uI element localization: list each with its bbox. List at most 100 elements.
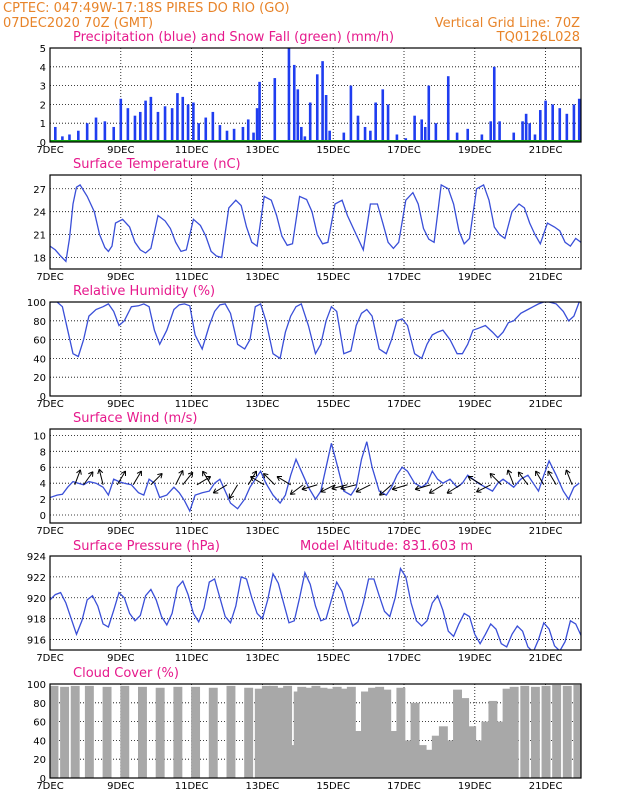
cloud-cover-bar: [226, 685, 236, 778]
cloud-xtick-label: 11DEC: [175, 781, 209, 792]
cloud-cover-bar: [445, 740, 455, 778]
cloud-cover-bar: [509, 686, 519, 778]
precip-xtick-label: 13DEC: [246, 145, 280, 156]
wind-arrow-head: [262, 472, 269, 479]
cloud-cover-bar: [353, 731, 363, 778]
precip-bar: [324, 95, 328, 142]
wind-arrow-head: [428, 488, 435, 494]
cloud-cover-bar: [304, 687, 314, 778]
wind-arrow-head: [301, 485, 307, 492]
cloud-cover-bar: [481, 721, 491, 778]
precip-bar: [342, 132, 346, 142]
precip-xtick-label: 15DEC: [316, 145, 350, 156]
wind-arrow: [340, 484, 357, 490]
precip-xtick-label: 11DEC: [175, 145, 209, 156]
wind-arrow-head: [446, 488, 453, 494]
temp-series-line: [50, 183, 581, 263]
cloud-cover-bar: [520, 685, 530, 778]
cloud-cover-bar: [120, 685, 130, 778]
wind-marks: [50, 441, 580, 513]
wind-arrow-head: [289, 489, 296, 495]
precip-bar: [218, 125, 222, 142]
precip-bar: [466, 128, 470, 142]
pres-xtick-label: 21DEC: [529, 653, 563, 664]
wind-arrow-head: [251, 470, 257, 477]
rh-xtick-label: 17DEC: [387, 399, 421, 410]
wind-arrow-head: [88, 471, 94, 477]
precip-bar: [273, 78, 277, 142]
precip-panel: 0 1 2 3 4 5 7DEC 9DEC 11DEC 13DEC 15DEC 17DEC 19DEC 2…: [36, 44, 582, 156]
precip-bar: [303, 136, 307, 142]
wind-arrow: [301, 484, 318, 490]
wind-arrow: [415, 484, 431, 490]
precip-bar: [315, 74, 319, 142]
precip-bar: [558, 108, 562, 142]
cloud-cover-bar: [410, 702, 420, 778]
wind-arrow-head: [564, 469, 571, 475]
cloud-cover-bar: [382, 689, 392, 778]
cloud-ytick-label: 0: [40, 774, 46, 785]
precip-bar: [480, 134, 484, 142]
wind-arrow-head: [178, 470, 184, 476]
precip-bar: [551, 104, 554, 142]
precip-bar: [241, 126, 245, 142]
temp-panel: 18 21 24 27 7DEC 9DEC 11DEC 13DEC 15DEC 17DEC 19DE…: [33, 174, 582, 283]
precip-bar: [363, 126, 367, 142]
cloud-cover-bar: [375, 686, 385, 778]
pres-frame: [49, 555, 582, 651]
rh-ytick-label: 80: [33, 317, 46, 328]
wind-arrow-head: [212, 488, 219, 494]
precip-frame: [49, 47, 582, 143]
cloud-ytick-label: 100: [27, 680, 46, 691]
cloud-cover-bar: [84, 685, 94, 778]
precip-ytick-label: 1: [40, 119, 46, 130]
cloud-cover-bar: [325, 688, 335, 778]
wind-arrow-head: [187, 471, 194, 478]
wind-arrow: [535, 470, 545, 486]
cloud-cover-bar: [297, 686, 307, 778]
cloud-xtick-label: 13DEC: [246, 781, 280, 792]
cloud-cover-bar: [50, 685, 59, 778]
precip-xtick-label: 19DEC: [458, 145, 492, 156]
temp-ytick-label: 24: [33, 208, 46, 219]
cloud-cover-bar: [438, 726, 448, 778]
precip-bar: [395, 134, 399, 142]
pressure-panel-title: Surface Pressure (hPa): [73, 539, 220, 554]
pres-xtick-label: 13DEC: [246, 653, 280, 664]
wind-arrow-head: [467, 476, 474, 482]
precip-bar: [528, 123, 531, 142]
precip-bar: [356, 115, 360, 142]
cloud-ytick-label: 80: [33, 699, 46, 710]
wind-arrow: [467, 476, 483, 486]
wind-xtick-label: 15DEC: [316, 526, 350, 537]
cloud-cover-bar: [502, 688, 512, 778]
wind-frame: [49, 428, 582, 524]
precip-bar: [498, 121, 501, 142]
cloud-xtick-label: 17DEC: [387, 781, 421, 792]
temp-ytick-label: 18: [33, 254, 46, 265]
cloud-frame: [49, 683, 582, 779]
precip-ytick-label: 2: [40, 100, 46, 111]
wind-arrow: [182, 471, 194, 486]
temp-xtick-label: 9DEC: [107, 272, 134, 283]
precip-bar: [413, 115, 416, 142]
wind-arrow: [202, 470, 212, 486]
wind-arrow: [196, 476, 211, 486]
wind-arrow: [276, 476, 291, 486]
wind-arrow: [175, 470, 184, 485]
header-vertical-grid: Vertical Grid Line: 70Z: [435, 16, 580, 31]
rh-xtick-label: 19DEC: [458, 399, 492, 410]
precip-bar: [296, 89, 300, 142]
cloud-xtick-label: 15DEC: [316, 781, 350, 792]
precip-bar: [512, 132, 516, 142]
cloud-cover-bar: [368, 687, 378, 778]
wind-xtick-label: 9DEC: [107, 526, 134, 537]
temp-xtick-label: 13DEC: [246, 272, 280, 283]
wind-arrow: [446, 484, 461, 494]
wind-arrow: [320, 484, 336, 493]
temp-xtick-label: 15DEC: [316, 272, 350, 283]
rh-xtick-label: 21DEC: [529, 399, 563, 410]
precip-bar: [521, 121, 524, 142]
precip-bar: [112, 126, 116, 142]
wind-arrow: [150, 473, 163, 486]
